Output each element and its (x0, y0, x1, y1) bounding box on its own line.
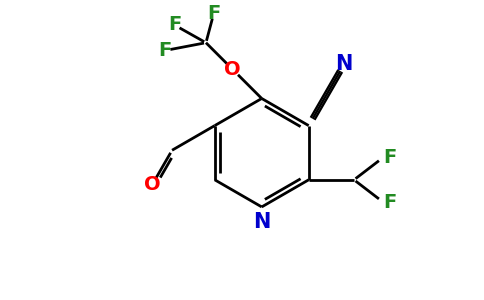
Text: F: F (384, 193, 397, 212)
Text: N: N (253, 212, 271, 232)
Text: F: F (207, 4, 220, 22)
Text: N: N (335, 54, 353, 74)
Text: F: F (168, 16, 181, 34)
Text: O: O (224, 60, 241, 79)
Text: F: F (384, 148, 397, 166)
Text: O: O (144, 175, 161, 194)
Text: F: F (158, 41, 171, 60)
